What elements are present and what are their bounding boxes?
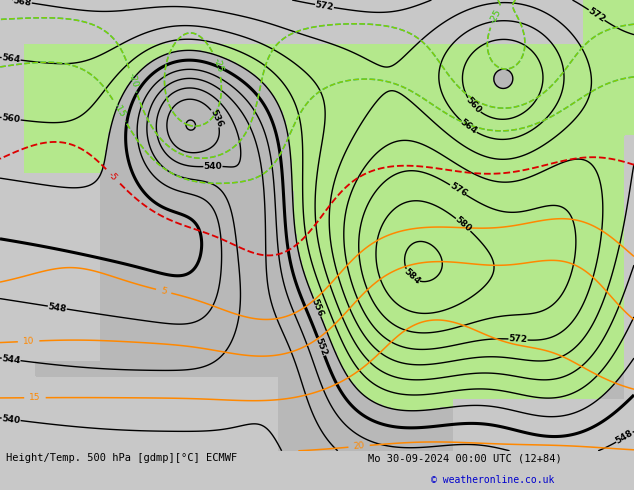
Text: 572: 572 bbox=[586, 6, 607, 24]
Text: 15: 15 bbox=[29, 393, 41, 402]
Text: 548: 548 bbox=[614, 429, 634, 446]
Text: -15: -15 bbox=[112, 102, 127, 119]
Text: -20: -20 bbox=[126, 72, 139, 88]
Text: -15: -15 bbox=[112, 102, 127, 119]
Text: 572: 572 bbox=[508, 335, 527, 344]
Text: 584: 584 bbox=[401, 267, 422, 286]
Text: 548: 548 bbox=[48, 302, 67, 314]
Text: 5: 5 bbox=[160, 286, 167, 296]
Text: 568: 568 bbox=[12, 0, 32, 7]
Text: 544: 544 bbox=[1, 354, 21, 365]
Text: 556: 556 bbox=[309, 297, 325, 318]
Text: 536: 536 bbox=[208, 108, 224, 129]
Text: -25: -25 bbox=[211, 57, 224, 74]
Text: 576: 576 bbox=[448, 181, 469, 199]
Text: 580: 580 bbox=[453, 215, 473, 234]
Text: 540: 540 bbox=[204, 162, 223, 171]
Text: 564: 564 bbox=[1, 53, 21, 65]
Text: 560: 560 bbox=[1, 113, 21, 124]
Text: Height/Temp. 500 hPa [gdmp][°C] ECMWF: Height/Temp. 500 hPa [gdmp][°C] ECMWF bbox=[6, 453, 238, 463]
Text: -25: -25 bbox=[488, 8, 503, 25]
Text: -5: -5 bbox=[107, 170, 119, 182]
Text: Mo 30-09-2024 00:00 UTC (12+84): Mo 30-09-2024 00:00 UTC (12+84) bbox=[368, 453, 562, 463]
Text: 572: 572 bbox=[314, 0, 335, 12]
Text: 540: 540 bbox=[1, 414, 21, 425]
Text: -25: -25 bbox=[488, 8, 503, 25]
Text: 564: 564 bbox=[458, 118, 479, 136]
Text: -25: -25 bbox=[211, 57, 224, 74]
Text: 552: 552 bbox=[314, 337, 328, 357]
Text: 10: 10 bbox=[23, 337, 34, 346]
Text: 20: 20 bbox=[353, 441, 365, 451]
Text: © weatheronline.co.uk: © weatheronline.co.uk bbox=[431, 475, 555, 485]
Text: -20: -20 bbox=[126, 72, 139, 88]
Text: 560: 560 bbox=[464, 96, 483, 116]
